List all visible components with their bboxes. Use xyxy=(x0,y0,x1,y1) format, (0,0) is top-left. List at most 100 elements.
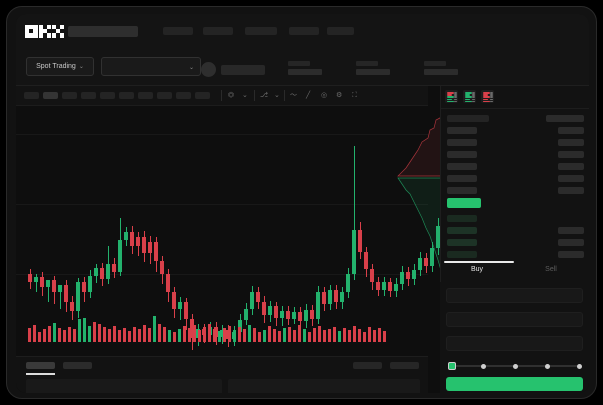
stat-block-2 xyxy=(356,61,390,75)
orderbook-amount-cell xyxy=(558,151,584,158)
candle xyxy=(298,106,302,328)
orderbook-ask-row[interactable] xyxy=(441,114,589,124)
orderbook-ask-row[interactable] xyxy=(441,174,589,184)
timeframe-1[interactable] xyxy=(24,92,39,99)
orderbook-view-both-icon[interactable] xyxy=(445,90,458,103)
slider-stop-75[interactable] xyxy=(544,363,550,369)
orderbook-price-cell xyxy=(447,239,477,246)
orderbook-bid-row[interactable] xyxy=(441,226,589,236)
volume-bar xyxy=(373,330,376,342)
active-tab-indicator xyxy=(444,261,514,263)
orderbook-bid-row[interactable] xyxy=(441,214,589,224)
nav-item-4[interactable] xyxy=(245,27,277,35)
orderbook-bid-row[interactable] xyxy=(441,238,589,248)
candle-body xyxy=(52,280,56,292)
bottom-action-2[interactable] xyxy=(390,362,419,369)
nav-item-3[interactable] xyxy=(203,27,233,35)
candle-body xyxy=(94,268,98,276)
chart-type-icon[interactable]: ⎇ xyxy=(260,92,269,99)
trading-mode-dropdown[interactable]: Spot Trading ⌄ xyxy=(26,57,94,76)
slider-handle[interactable] xyxy=(448,362,456,370)
fullscreen-icon[interactable]: ⛶ xyxy=(352,92,357,99)
amount-percent-slider[interactable] xyxy=(448,362,582,370)
candle xyxy=(70,106,74,320)
candle xyxy=(46,106,50,306)
candle-body xyxy=(358,230,362,252)
candlestick-chart[interactable] xyxy=(16,106,494,356)
slider-stop-50[interactable] xyxy=(512,363,518,369)
orderbook-icon-line xyxy=(447,94,452,96)
orderbook-icon-line xyxy=(454,100,457,103)
volume-bar xyxy=(103,327,106,342)
orderbook-view-asks-icon[interactable] xyxy=(481,90,494,103)
volume-bar xyxy=(268,326,271,342)
orderbook-ask-row[interactable] xyxy=(441,150,589,160)
nav-item-2[interactable] xyxy=(163,27,193,35)
trading-pair-dropdown[interactable]: ⌄ xyxy=(101,57,201,76)
volume-bar xyxy=(293,330,296,342)
candle xyxy=(316,106,320,324)
place-order-button[interactable] xyxy=(446,377,583,391)
slider-stop-25[interactable] xyxy=(480,363,486,369)
bottom-action-1[interactable] xyxy=(353,362,382,369)
order-price-field[interactable] xyxy=(446,288,583,303)
volume-bar xyxy=(283,328,286,342)
orderbook-icon-line xyxy=(465,96,472,98)
tab-buy[interactable]: Buy xyxy=(470,266,484,273)
timeframe-5[interactable] xyxy=(100,92,115,99)
orderbook-ask-row[interactable] xyxy=(441,186,589,196)
trendline-icon[interactable]: 〜 xyxy=(290,92,297,99)
orderbook-icon-line xyxy=(472,94,475,96)
volume-bar xyxy=(78,319,81,342)
timeframe-6[interactable] xyxy=(119,92,134,99)
candle xyxy=(400,106,404,306)
chevron-down-icon: ⌄ xyxy=(78,63,84,70)
indicator-dropdown-icon[interactable]: ⏣ xyxy=(228,92,235,99)
bottom-tab-order-history[interactable] xyxy=(63,362,92,369)
volume-bar xyxy=(318,326,321,342)
bottom-tab-open-orders[interactable] xyxy=(26,362,55,369)
okx-logo[interactable] xyxy=(25,25,65,38)
volume-bar xyxy=(343,328,346,342)
top-navigation-bar xyxy=(16,14,589,48)
orderbook-amount-cell xyxy=(558,251,584,258)
slider-stop-100[interactable] xyxy=(576,363,582,369)
orderbook-ask-row[interactable] xyxy=(441,138,589,148)
timeframe-8[interactable] xyxy=(157,92,172,99)
timeframe-9[interactable] xyxy=(176,92,191,99)
volume-bar xyxy=(108,329,111,342)
stat-block-3 xyxy=(424,61,458,75)
volume-bar xyxy=(128,331,131,342)
tab-sell[interactable]: Sell xyxy=(545,266,557,273)
timeframe-2[interactable] xyxy=(43,92,58,99)
candle xyxy=(328,106,332,310)
chart-type-chevron-icon[interactable]: ⌄ xyxy=(274,92,280,99)
candle xyxy=(52,106,56,306)
candle-wick xyxy=(59,286,61,309)
volume-bar xyxy=(33,325,36,342)
orderbook-view-bids-icon[interactable] xyxy=(463,90,476,103)
volume-bar xyxy=(53,323,56,342)
orderbook-bid-row[interactable] xyxy=(441,250,589,260)
order-amount-field[interactable] xyxy=(446,312,583,327)
order-total-field[interactable] xyxy=(446,336,583,351)
timeframe-4[interactable] xyxy=(81,92,96,99)
indicator-chevron-icon[interactable]: ⌄ xyxy=(242,92,248,99)
settings-icon[interactable]: ⚙ xyxy=(336,92,343,99)
timeframe-10[interactable] xyxy=(195,92,210,99)
orderbook-ask-row[interactable] xyxy=(441,126,589,136)
nav-item-6[interactable] xyxy=(327,27,354,35)
orderbook-ask-row[interactable] xyxy=(441,162,589,172)
brush-icon[interactable]: ╱ xyxy=(306,92,311,99)
magnet-icon[interactable]: ◎ xyxy=(321,92,328,99)
volume-bar xyxy=(153,316,156,342)
nav-item-5[interactable] xyxy=(289,27,319,35)
volume-bar xyxy=(263,330,266,342)
candle-body xyxy=(424,258,428,266)
timeframe-3[interactable] xyxy=(62,92,77,99)
nav-item-1[interactable] xyxy=(68,26,138,37)
candle-body xyxy=(310,310,314,319)
orderbook-icon-line xyxy=(447,92,454,94)
timeframe-7[interactable] xyxy=(138,92,153,99)
candle xyxy=(160,106,164,306)
